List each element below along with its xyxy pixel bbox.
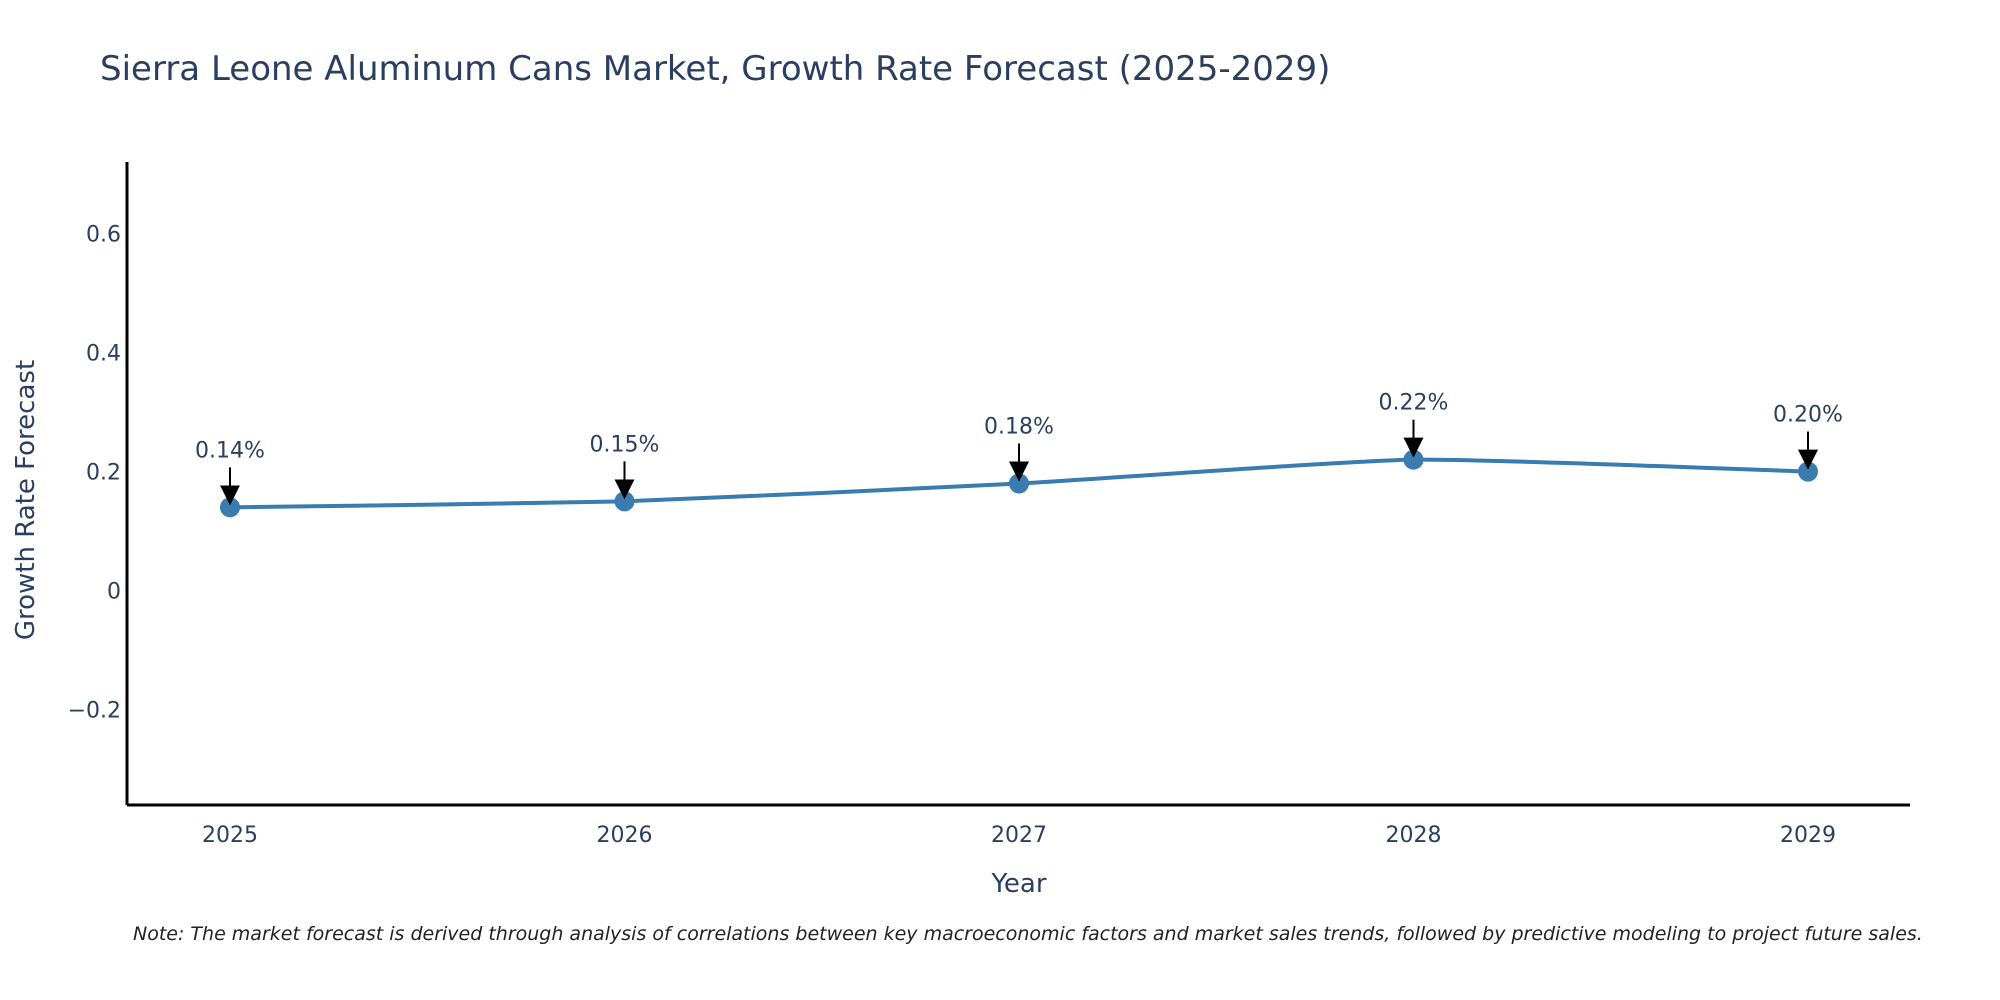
data-label: 0.22% (1379, 391, 1449, 416)
y-tick-label: −0.2 (68, 699, 121, 724)
x-tick-label: 2028 (1386, 823, 1442, 848)
y-axis-ticks: 0.6 0.4 0.2 0 −0.2 (68, 222, 121, 723)
x-axis-ticks: 2025 2026 2027 2028 2029 (202, 823, 1836, 848)
y-axis-title: Growth Rate Forecast (11, 360, 41, 640)
data-point-2028 (1403, 449, 1424, 470)
data-label: 0.15% (590, 432, 660, 457)
y-tick-label: 0.6 (86, 222, 121, 247)
x-tick-label: 2027 (991, 823, 1047, 848)
y-tick-label: 0 (107, 580, 121, 605)
data-label: 0.20% (1773, 403, 1843, 428)
y-tick-label: 0.2 (86, 461, 121, 486)
footnote: Note: The market forecast is derived thr… (133, 923, 1923, 945)
data-annotations: 0.14% 0.15% 0.18% 0.22% 0.20% (195, 391, 1843, 506)
x-tick-label: 2026 (597, 823, 653, 848)
x-tick-label: 2029 (1780, 823, 1836, 848)
data-point-2027 (1009, 473, 1029, 494)
data-point-2029 (1798, 461, 1818, 482)
chart-title: Sierra Leone Aluminum Cans Market, Growt… (100, 49, 1330, 89)
data-label: 0.18% (984, 415, 1054, 440)
y-tick-label: 0.4 (86, 342, 121, 367)
x-axis-title: Year (990, 869, 1046, 899)
data-point-2026 (614, 491, 635, 512)
data-label: 0.14% (195, 438, 265, 463)
data-point-2025 (220, 497, 240, 518)
x-tick-label: 2025 (202, 823, 258, 848)
